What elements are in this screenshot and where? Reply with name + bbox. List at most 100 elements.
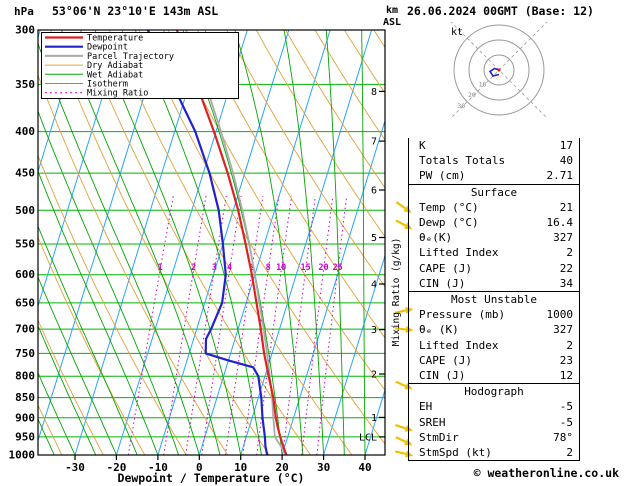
stat-row: CIN (J) 12 — [409, 368, 579, 383]
legend-label: Parcel Trajectory — [87, 52, 174, 62]
stat-value: 2 — [566, 246, 573, 260]
stat-value: 21 — [559, 200, 573, 214]
mixing-ratio-line — [242, 195, 280, 455]
stat-label: StmDir — [419, 430, 459, 444]
stat-value: 2.71 — [546, 169, 574, 183]
stat-value: 327 — [553, 231, 573, 245]
pressure-tick-label: 550 — [15, 238, 35, 251]
dry-adiabat-line — [226, 30, 385, 288]
km-tick-label: 6 — [371, 186, 377, 197]
stat-value: 34 — [559, 276, 573, 290]
stat-label: CAPE (J) — [419, 353, 472, 367]
wet-adiabat-line — [38, 42, 200, 455]
hodograph-ring — [453, 24, 545, 116]
stat-value: 16.4 — [546, 216, 574, 230]
hodograph-unit-label: kt — [451, 27, 463, 38]
stats-table: K 17 Totals Totals 40 PW (cm) 2.71 Surface Temp… — [408, 138, 580, 462]
pressure-tick-label: 750 — [15, 347, 35, 360]
wet-adiabat-line — [325, 30, 345, 455]
stat-label: CAPE (J) — [419, 261, 472, 275]
x-axis-title: Dewpoint / Temperature (°C) — [118, 471, 305, 485]
wet-adiabat-line — [234, 30, 304, 455]
hodograph-ring — [468, 39, 530, 101]
stat-row: CIN (J) 34 — [409, 276, 579, 291]
mixing-ratio-value-label: 4 — [227, 263, 232, 273]
stat-row: Pressure (mb) 1000 — [409, 307, 579, 322]
legend-label: Mixing Ratio — [87, 89, 148, 99]
wet-adiabat-line — [361, 30, 366, 455]
mixing-ratio-value-label: 25 — [333, 263, 343, 273]
stat-value: 40 — [559, 154, 573, 168]
stat-row: CAPE (J) 22 — [409, 261, 579, 276]
dry-adiabat-line — [38, 404, 63, 455]
legend-label: Dewpoint — [87, 43, 128, 53]
stat-label: θₑ(K) — [419, 231, 453, 245]
legend-label: Dry Adiabat — [87, 61, 143, 71]
isotherm-line — [240, 30, 373, 455]
mixing-ratio-value-label: 1 — [158, 263, 163, 273]
wet-adiabat-line — [60, 30, 221, 455]
km-tick-label: 4 — [371, 280, 377, 291]
stat-row: Lifted Index 2 — [409, 245, 579, 260]
km-tick-label: 3 — [371, 325, 377, 336]
stat-value: -5 — [559, 415, 573, 429]
stat-section-title: Most Unstable — [409, 291, 579, 307]
background-grid: 1 2 3 4 6 8 10 15 20 25 — [38, 30, 385, 455]
km-tick-label: 5 — [371, 233, 377, 244]
hodograph-trace — [488, 67, 500, 77]
hodograph-ring-label: 20 — [468, 91, 476, 99]
stat-row: EH -5 — [409, 399, 579, 414]
stat-value: 17 — [559, 139, 573, 152]
stat-row: StmDir 78° — [409, 430, 579, 445]
axis-labels: 3003504004505005506006507007508008509009… — [9, 24, 385, 474]
pressure-tick-label: 850 — [15, 391, 35, 404]
temp-tick-label: 40 — [358, 461, 371, 474]
dewpoint-curve — [146, 30, 269, 455]
isotherm-line — [38, 30, 165, 443]
dry-adiabat-line — [197, 30, 385, 339]
stat-label: SREH — [419, 415, 446, 429]
mixing-ratio-value-label: 20 — [318, 263, 328, 273]
mixing-ratio-line — [201, 195, 242, 455]
temp-tick-label: 10 — [234, 461, 247, 474]
legend-label: Temperature — [87, 34, 143, 44]
stat-row: SREH -5 — [409, 415, 579, 430]
temperature-curve — [175, 30, 288, 455]
pressure-tick-label: 300 — [15, 24, 35, 37]
isotherm-line — [74, 30, 207, 455]
wind-arrow — [394, 306, 414, 314]
stat-value: -5 — [559, 400, 573, 414]
isotherm-line — [198, 30, 331, 455]
wet-adiabat-line — [38, 170, 159, 455]
stat-label: EH — [419, 400, 433, 414]
mixing-ratio-value-label: 10 — [276, 263, 286, 273]
storm-motion-marker — [497, 68, 501, 72]
pressure-tick-label: 700 — [15, 323, 35, 336]
pressure-unit-label: hPa — [14, 5, 34, 18]
pressure-tick-label: 600 — [15, 268, 35, 281]
km-tick-label: 7 — [371, 137, 377, 148]
wet-adiabat-line — [38, 224, 138, 455]
wet-adiabat-line — [38, 276, 117, 455]
mixing-ratio-line — [301, 195, 334, 455]
mixing-ratio-value-label: 2 — [191, 263, 196, 273]
stat-label: Pressure (mb) — [419, 308, 506, 322]
dry-adiabat-line — [38, 319, 104, 455]
pressure-tick-label: 950 — [15, 430, 35, 443]
stat-row: PW (cm) 2.71 — [409, 168, 579, 183]
pressure-tick-label: 1000 — [9, 449, 36, 462]
legend-label: Wet Adiabat — [87, 70, 143, 80]
hodograph-ring-label: 10 — [479, 81, 487, 89]
hodograph-ring — [483, 54, 515, 86]
info-panel: 26.06.2024 00GMT (Base: 12) 10 20 30 kt K 17… — [405, 0, 629, 486]
wet-adiabat-line — [283, 30, 325, 455]
isotherm-line — [115, 30, 248, 455]
mixing-ratio-line — [224, 195, 264, 455]
hodograph-ring-label: 30 — [457, 102, 465, 110]
pressure-tick-label: 800 — [15, 370, 35, 383]
wind-arrows — [394, 201, 414, 458]
stat-row: Temp (°C) 21 — [409, 200, 579, 215]
stat-label: Lifted Index — [419, 338, 499, 352]
